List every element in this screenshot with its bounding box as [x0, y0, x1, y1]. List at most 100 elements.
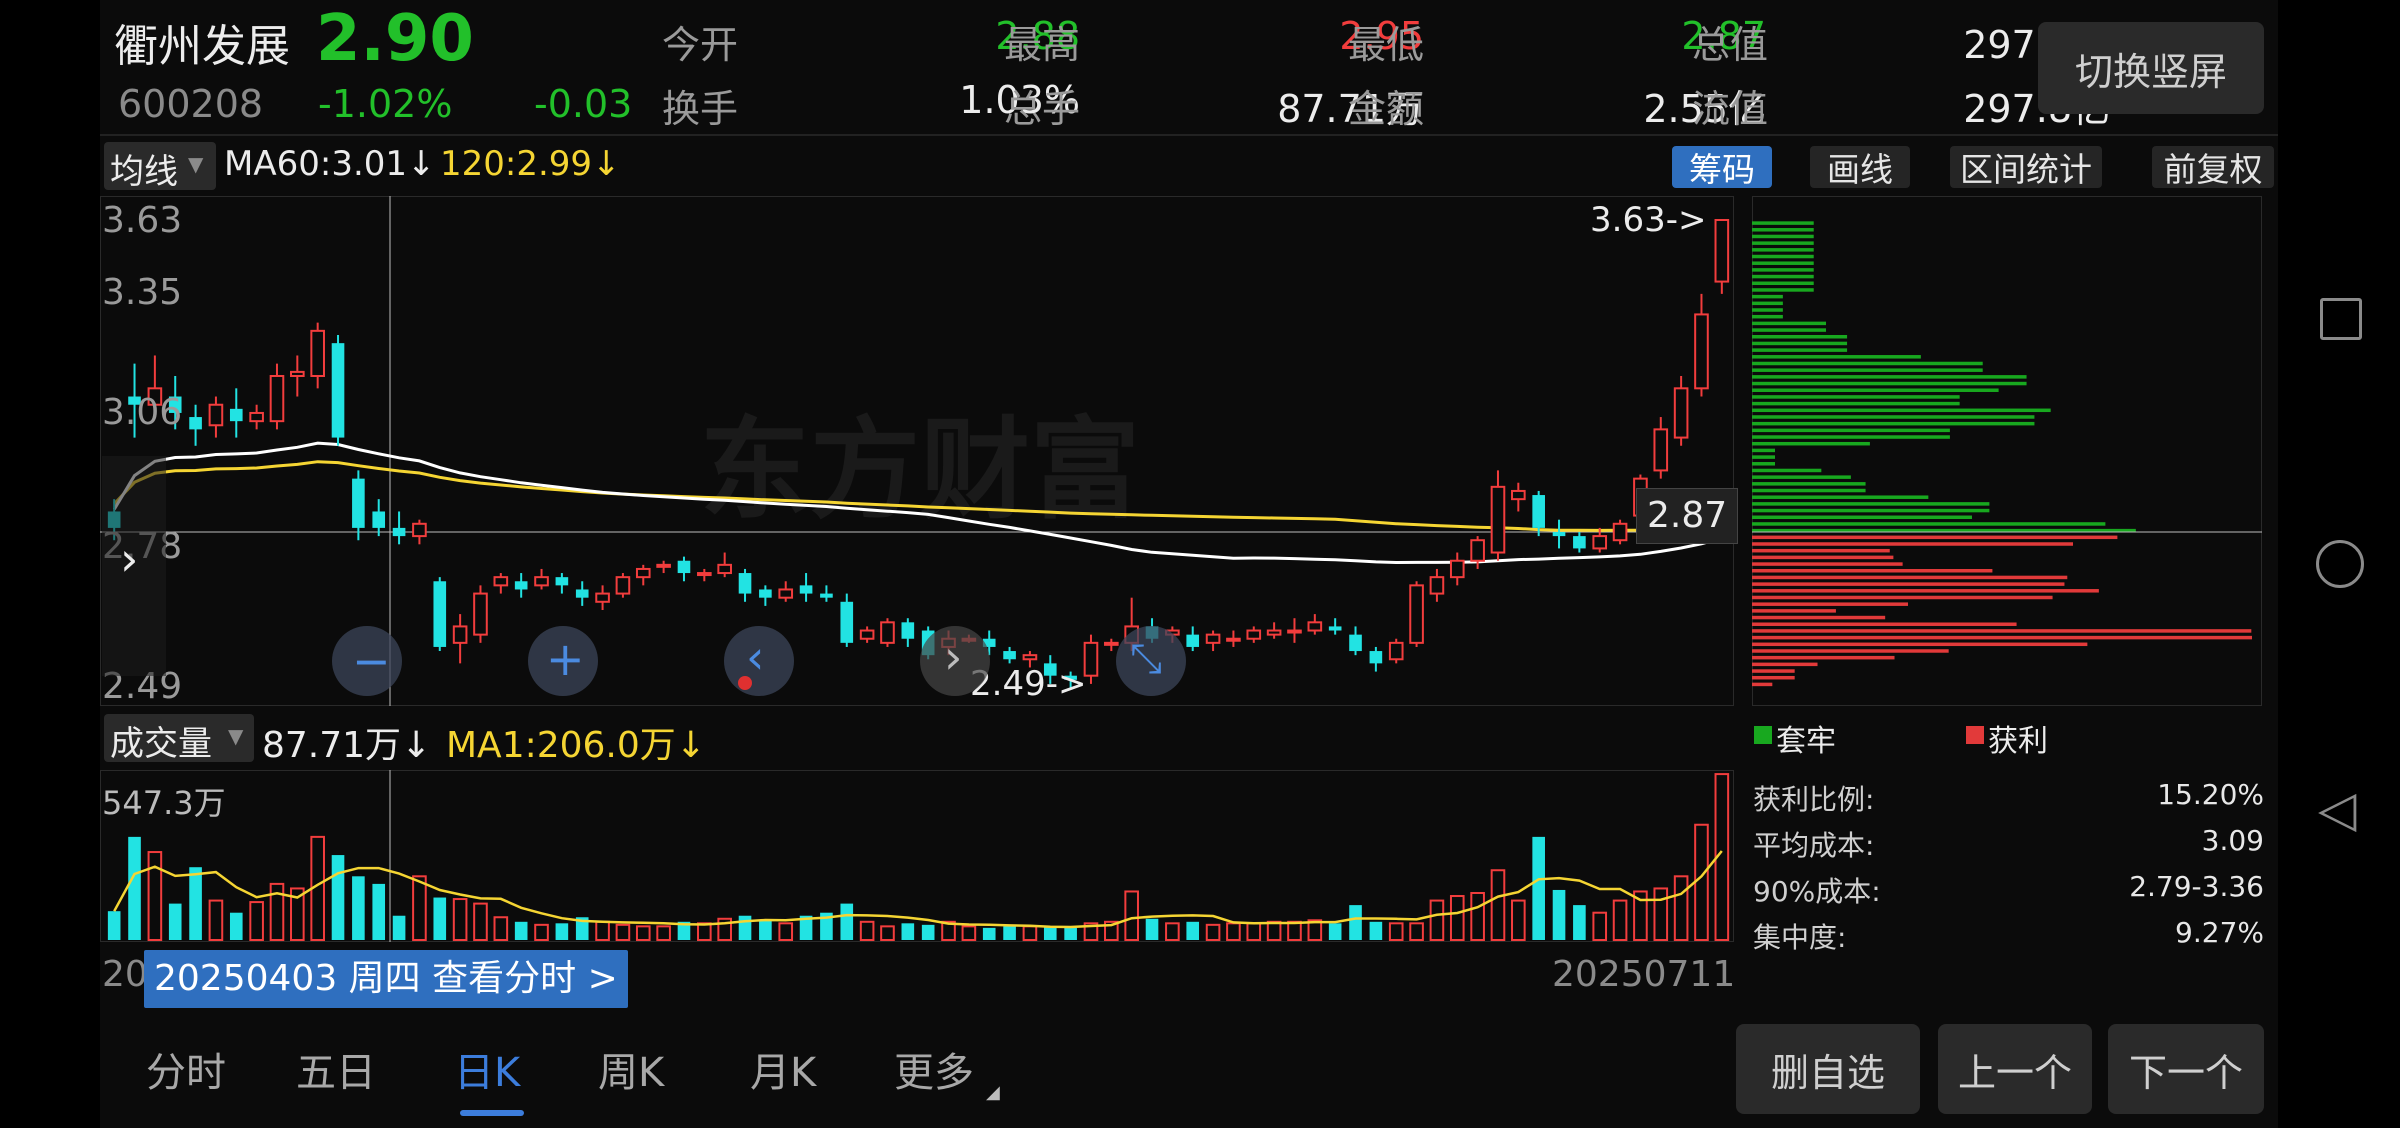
switch-portrait-button[interactable]: 切换竖屏 [2038, 22, 2264, 114]
tool-chips-button[interactable]: 筹码 [1672, 146, 1772, 189]
reset-zoom-button[interactable]: ⤡ [1116, 626, 1186, 696]
tab-monthly-k[interactable]: 月K [750, 1050, 817, 1096]
recent-apps-icon[interactable] [2320, 298, 2362, 340]
volume-dropdown-label: 成交量 [110, 724, 212, 764]
chip-bar-trapped [1752, 475, 1851, 479]
volume-bar [656, 925, 671, 942]
low-value: 2.87 [1681, 14, 1766, 58]
volume-chart [107, 770, 1730, 942]
stock-app: 衢州发展 2.90 600208 -1.02% -0.03 今开 2.88 最高… [100, 0, 2278, 1128]
candle-body [1552, 532, 1566, 537]
chip-bar-trapped [1752, 495, 1929, 499]
tool-range-stats-button[interactable]: 区间统计 [1950, 146, 2102, 189]
candle-body [147, 387, 163, 406]
scroll-right-button[interactable]: › [920, 626, 990, 696]
scroll-left-button[interactable]: ‹ [724, 626, 794, 696]
volume-bar [290, 887, 305, 941]
candle-body [1083, 641, 1099, 677]
chip-bar-trapped [1752, 421, 2035, 426]
kline-chart-frame[interactable] [100, 196, 1734, 706]
chip-bar-trapped [1752, 268, 1814, 272]
ma60-arrow-icon: ↓ [407, 144, 436, 184]
chip-bar-trapped [1752, 482, 1866, 486]
candle-body [1226, 637, 1241, 642]
tab-daily-k[interactable]: 日K [454, 1050, 521, 1096]
zoom-in-button[interactable]: + [528, 626, 598, 696]
candle-body [880, 621, 895, 644]
tool-adjust-button[interactable]: 前复权 [2152, 146, 2274, 189]
volume-value: 87.71万 [1277, 87, 1424, 131]
date-tooltip-button[interactable]: 20250403 周四 查看分时 > [144, 950, 628, 1008]
remove-watchlist-button[interactable]: 删自选 [1736, 1024, 1920, 1114]
candle-body [1307, 621, 1323, 632]
volume-bar [961, 925, 977, 942]
chevron-right-icon: › [944, 630, 963, 684]
volume-bar [372, 883, 386, 940]
tab-five-day[interactable]: 五日 [296, 1050, 376, 1096]
ma120-arrow-icon: ↓ [592, 144, 621, 184]
volume-bar [982, 927, 996, 940]
home-icon[interactable] [2316, 540, 2364, 588]
candle-body [392, 527, 406, 537]
volume-bar [1409, 922, 1424, 941]
back-icon[interactable]: ◁ [2318, 780, 2357, 838]
chip-bar-profit [1752, 602, 1909, 606]
ma120-line [113, 460, 1722, 532]
chip-bar-trapped [1752, 435, 1950, 439]
volume-bar [269, 882, 285, 941]
chevron-left-icon: ‹ [746, 630, 765, 684]
volume-bar [433, 897, 447, 940]
candle-body [738, 573, 752, 594]
chip-bar-trapped [1752, 234, 1814, 239]
next-stock-button[interactable]: 下一个 [2108, 1024, 2264, 1114]
chip-bar-trapped [1752, 341, 1848, 346]
chip-bar-trapped [1752, 261, 1814, 265]
chip-bar-trapped [1752, 502, 1990, 506]
candle-body [635, 567, 651, 579]
date-start: 20 [102, 954, 148, 995]
legend-profit-label: 获利 [1988, 724, 2048, 759]
candle-body [1266, 629, 1282, 636]
tool-draw-button[interactable]: 画线 [1810, 146, 1910, 189]
chip-bar-trapped [1752, 314, 1783, 319]
candle-body [595, 592, 610, 603]
compress-icon: ⤡ [1130, 636, 1162, 682]
chip-bar-trapped [1752, 348, 1848, 352]
volume-ma1-line [113, 850, 1723, 929]
chip-bar-trapped [1752, 241, 1814, 245]
volume-dropdown[interactable]: 成交量 ▼ [104, 714, 254, 764]
candle-body [677, 560, 691, 574]
candle-body [331, 343, 345, 438]
candle-body [1104, 641, 1119, 646]
legend-trapped-label: 套牢 [1776, 724, 1836, 759]
tab-more[interactable]: 更多 [894, 1050, 974, 1096]
candle-body [352, 478, 365, 528]
plus-icon: + [546, 632, 585, 686]
chip-bar-trapped [1752, 368, 1983, 372]
chip-bar-profit [1752, 569, 1993, 573]
volume-bar [1633, 890, 1648, 941]
candle-body [1246, 629, 1262, 640]
tab-intraday[interactable]: 分时 [146, 1050, 226, 1096]
volume-chart-frame [100, 770, 1734, 942]
chip-bar-trapped [1752, 335, 1848, 339]
expand-left-handle[interactable]: › [102, 456, 166, 676]
volume-arrow-icon: ↓ [401, 725, 432, 766]
ma-dropdown[interactable]: 均线 ▼ [104, 142, 216, 192]
candle-body [412, 522, 427, 538]
chip-bar-profit [1752, 535, 2118, 540]
more-corner-icon: ◢ [986, 1082, 1000, 1103]
candle-body [717, 563, 732, 575]
kline-chart[interactable] [100, 196, 1734, 706]
candle-body [820, 593, 833, 598]
volume-ma1-label: MA1:206.0万 [446, 725, 676, 766]
candle-body [1449, 559, 1465, 579]
tab-weekly-k[interactable]: 周K [598, 1050, 665, 1096]
volume-bar [107, 911, 121, 940]
volume-bar [168, 903, 182, 940]
candle-body [1532, 495, 1545, 528]
previous-stock-button[interactable]: 上一个 [1938, 1024, 2092, 1114]
volume-bar [778, 922, 794, 941]
zoom-out-button[interactable]: − [332, 626, 402, 696]
turnover-value: 1.03% [959, 78, 1080, 122]
